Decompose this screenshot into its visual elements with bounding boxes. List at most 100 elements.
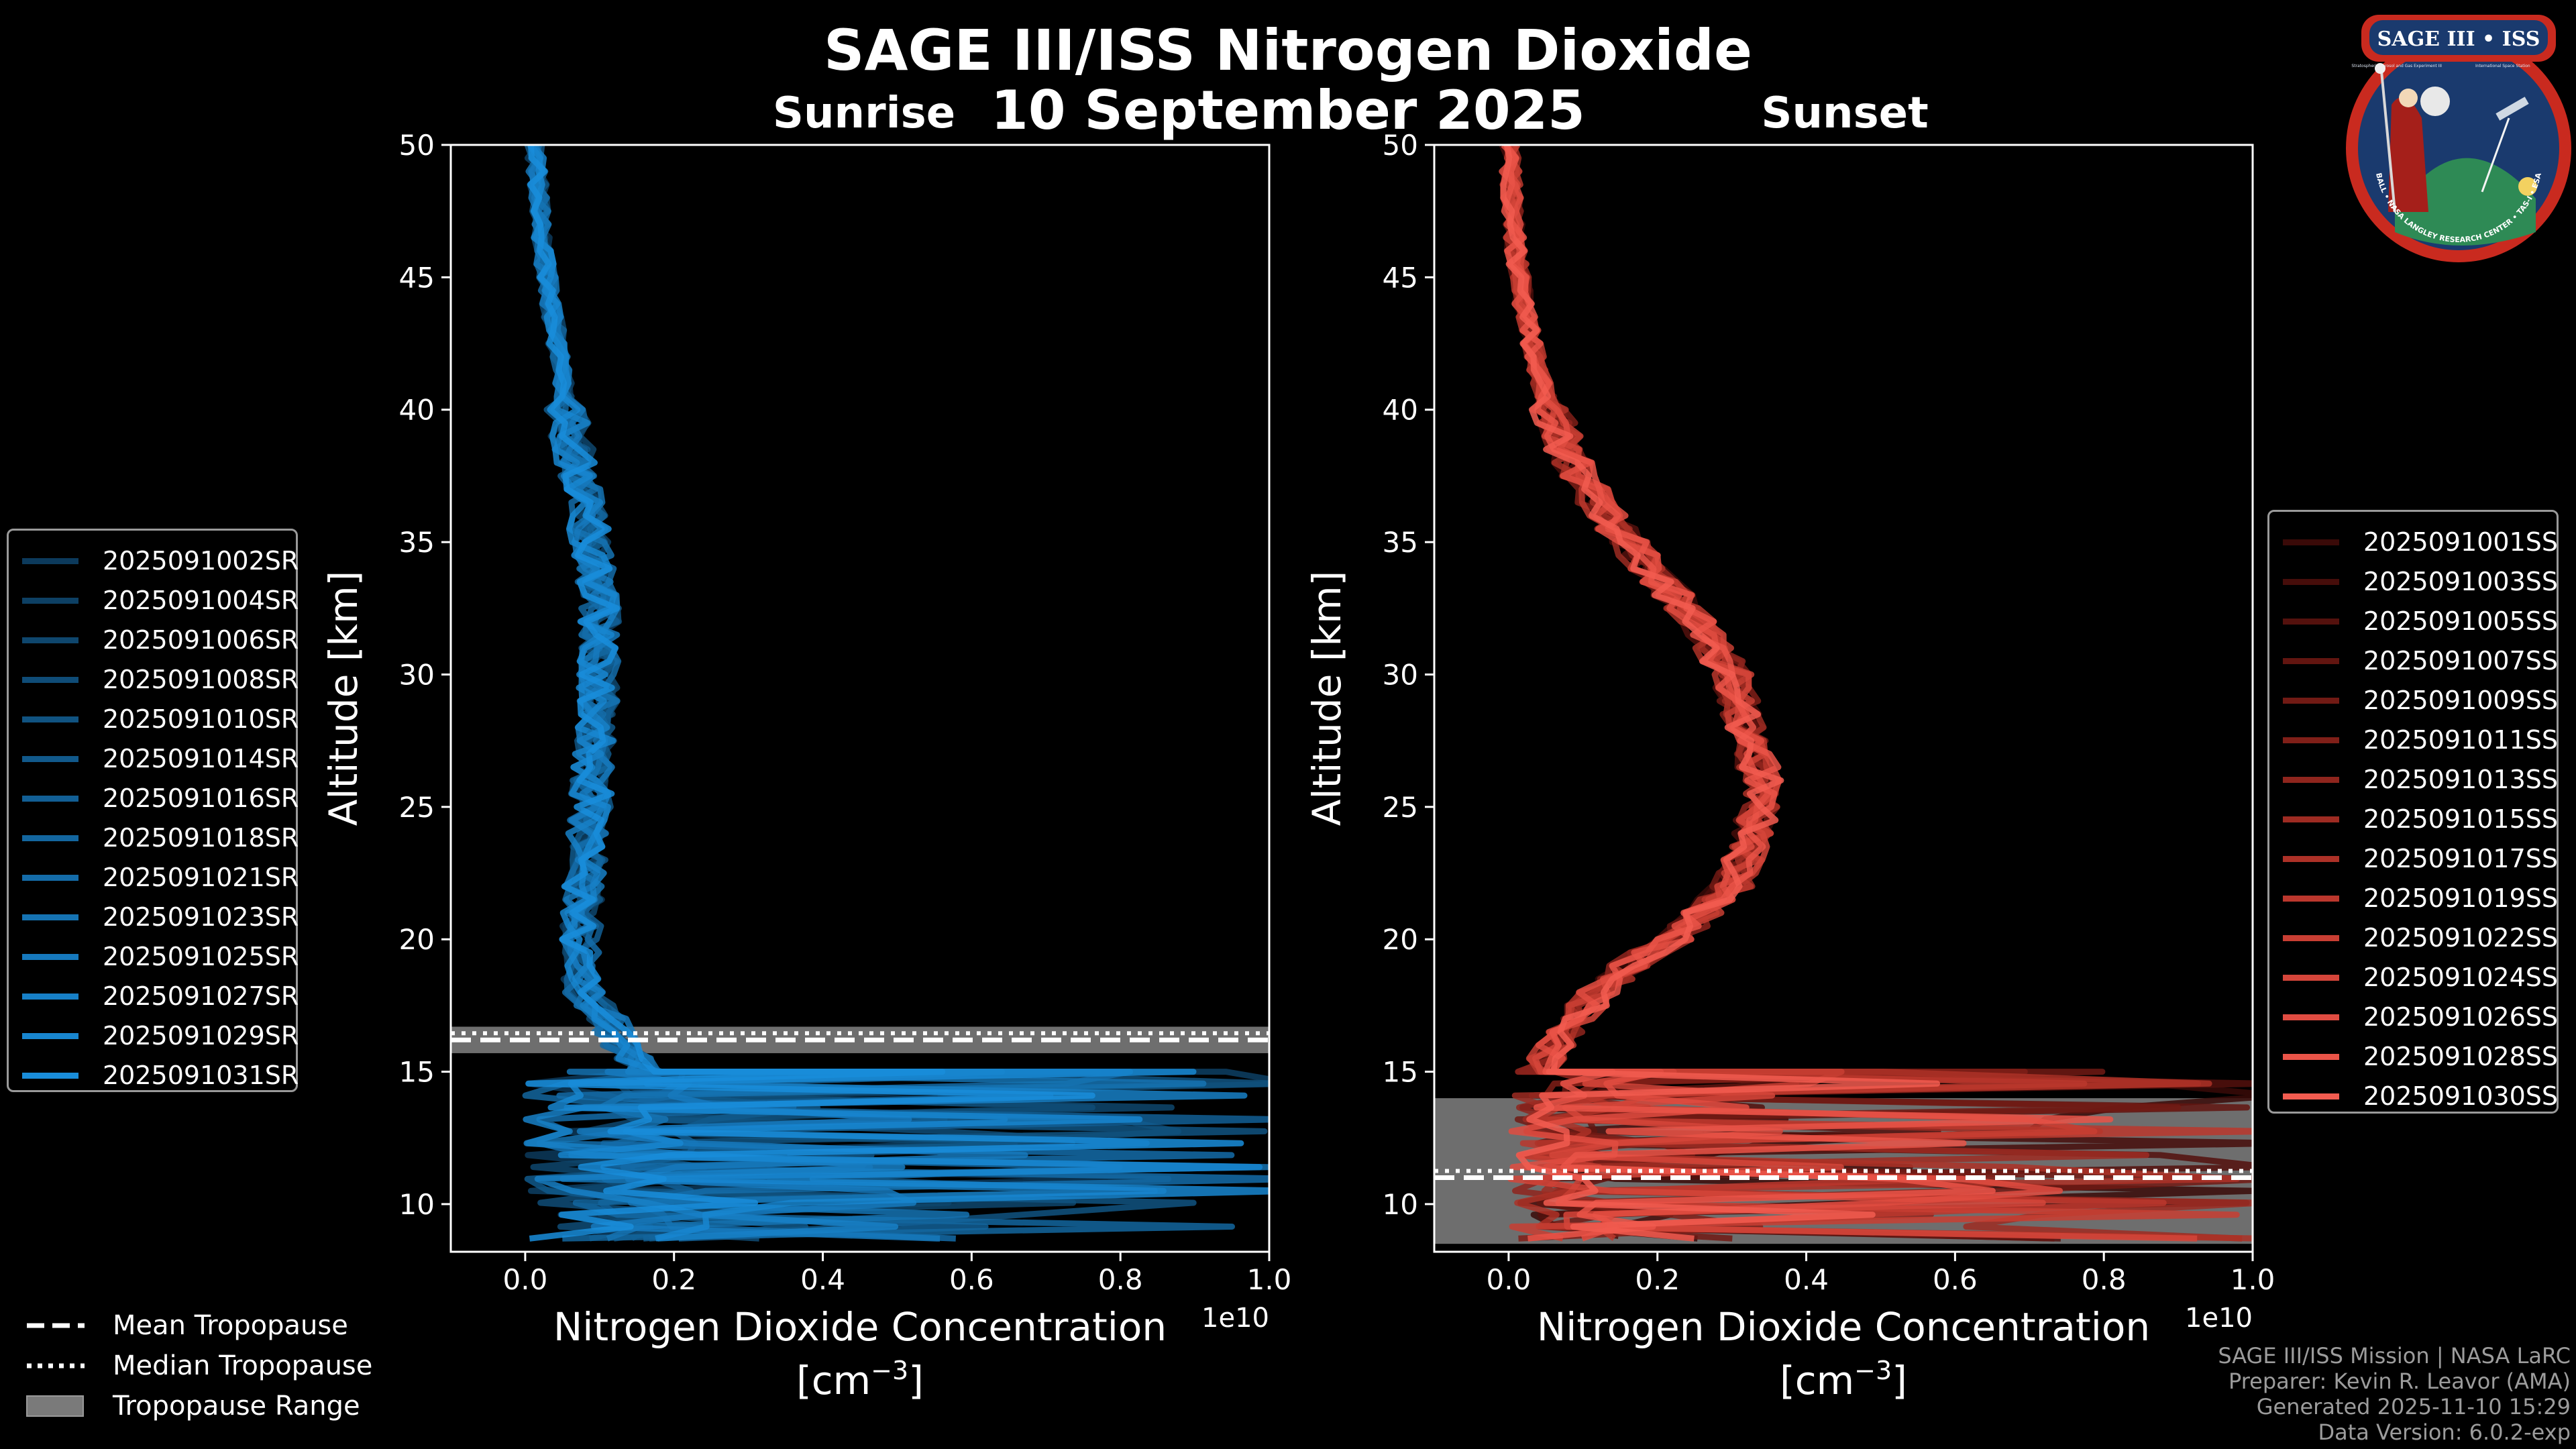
sunrise-legend-label: 2025091031SR xyxy=(103,1061,299,1090)
sunrise-xtick-label: 0.6 xyxy=(949,1263,994,1296)
trop-legend-range-label: Tropopause Range xyxy=(113,1391,360,1421)
sunset-legend-item: 2025091001SS xyxy=(2269,523,2558,561)
sunrise-xtick-label: 0.8 xyxy=(1098,1263,1143,1296)
sunrise-legend-swatch xyxy=(22,557,78,564)
sunset-legend-item: 2025091017SS xyxy=(2269,839,2558,878)
trop-legend-mean: Mean Tropopause xyxy=(13,1305,372,1346)
sunrise-ytick-label: 25 xyxy=(399,791,435,824)
sunrise-legend-label: 2025091018SR xyxy=(103,823,299,853)
sunset-xtick-label: 1.0 xyxy=(2231,1263,2275,1296)
sunset-ytick-label: 40 xyxy=(1383,394,1418,427)
sunset-legend-item: 2025091022SS xyxy=(2269,918,2558,957)
sunrise-xtick-label: 0.2 xyxy=(651,1263,696,1296)
sunrise-panel-title: Sunrise xyxy=(772,89,956,138)
credits-mission: SAGE III/ISS Mission | NASA LaRC xyxy=(2218,1343,2571,1368)
logo-title: SAGE III • ISS xyxy=(2377,28,2540,51)
sunset-legend-swatch xyxy=(2283,539,2339,545)
sunrise-legend-label: 2025091023SR xyxy=(103,902,299,932)
sunrise-legend-label: 2025091016SR xyxy=(103,784,299,813)
sunrise-legend-swatch xyxy=(22,716,78,722)
sunset-xtick-label: 0.0 xyxy=(1487,1263,1532,1296)
sunrise-ytick-label: 30 xyxy=(399,658,435,691)
logo-earth xyxy=(2395,158,2536,246)
sunrise-legend-label: 2025091006SR xyxy=(103,625,299,655)
sunrise-legend: 2025091002SR 2025091004SR 2025091006SR 2025… xyxy=(7,529,299,1092)
sunrise-legend-item: 2025091010SR xyxy=(9,700,299,739)
sunset-legend-label: 2025091017SS xyxy=(2363,844,2559,873)
sunset-ytick-label: 35 xyxy=(1383,526,1418,559)
sunset-legend-item: 2025091005SS xyxy=(2269,602,2558,641)
sunrise-legend-item: 2025091025SR xyxy=(9,937,299,976)
sunset-x-offset: 1e10 xyxy=(2185,1303,2253,1334)
sunrise-ytick-label: 35 xyxy=(399,526,435,559)
sunrise-x-offset: 1e10 xyxy=(1201,1303,1269,1334)
sunset-ytick-label: 10 xyxy=(1383,1188,1418,1221)
sunset-xtick-label: 0.4 xyxy=(1784,1263,1829,1296)
sunset-xtick-label: 0.8 xyxy=(2082,1263,2127,1296)
logo-sub-left: Stratospheric Aerosol and Gas Experiment… xyxy=(2351,64,2442,68)
sunrise-legend-label: 2025091008SR xyxy=(103,665,299,694)
sunrise-legend-item: 2025091018SR xyxy=(9,818,299,857)
sunrise-legend-item: 2025091006SR xyxy=(9,621,299,659)
sunrise-xtick-label: 0.0 xyxy=(503,1263,548,1296)
sunrise-xtick-label: 0.4 xyxy=(800,1263,845,1296)
sunset-legend-label: 2025091026SS xyxy=(2363,1002,2559,1032)
sunset-panel-title: Sunset xyxy=(1761,89,1929,138)
sunrise-legend-item: 2025091014SR xyxy=(9,739,299,778)
tropopause-legend: Mean Tropopause Median Tropopause Tropop… xyxy=(13,1305,372,1426)
sunset-xtick-label: 0.2 xyxy=(1635,1263,1680,1296)
sunset-legend-swatch xyxy=(2283,816,2339,822)
sunset-legend-label: 2025091030SS xyxy=(2363,1081,2559,1111)
trop-legend-range: Tropopause Range xyxy=(13,1386,372,1426)
sunset-legend-swatch xyxy=(2283,618,2339,625)
sunset-legend-item: 2025091003SS xyxy=(2269,562,2558,601)
sunset-legend: 2025091001SS 2025091003SS 2025091005SS 2025… xyxy=(2267,510,2559,1114)
sunset-legend-label: 2025091019SS xyxy=(2363,883,2559,913)
figure-title: SAGE III/ISS Nitrogen Dioxide xyxy=(823,17,1753,83)
sunrise-ytick-label: 20 xyxy=(399,923,435,956)
sunset-legend-item: 2025091013SS xyxy=(2269,760,2558,799)
sunset-legend-item: 2025091024SS xyxy=(2269,958,2558,997)
sunrise-legend-label: 2025091027SR xyxy=(103,981,299,1011)
sunrise-legend-swatch xyxy=(22,874,78,881)
sunset-xlabel-unit: [cm−3] xyxy=(1780,1356,1907,1403)
sunset-legend-item: 2025091030SS xyxy=(2269,1077,2558,1116)
sunset-legend-swatch xyxy=(2283,657,2339,664)
sunrise-ytick-label: 40 xyxy=(399,394,435,427)
sunset-legend-item: 2025091009SS xyxy=(2269,681,2558,720)
sunrise-legend-swatch xyxy=(22,795,78,802)
sunset-legend-item: 2025091015SS xyxy=(2269,800,2558,839)
sunset-legend-label: 2025091022SS xyxy=(2363,923,2559,953)
sunset-legend-label: 2025091015SS xyxy=(2363,804,2559,834)
credits-generated: Generated 2025-11-10 15:29 xyxy=(2256,1394,2571,1419)
sunrise-legend-swatch xyxy=(22,637,78,643)
credits-version: Data Version: 6.0.2-exp xyxy=(2318,1419,2571,1445)
sunrise-legend-item: 2025091016SR xyxy=(9,779,299,818)
sunset-series-line xyxy=(1500,145,1941,1242)
sunrise-series-line xyxy=(525,145,1244,1242)
sunrise-legend-swatch xyxy=(22,953,78,960)
sunset-legend-label: 2025091005SS xyxy=(2363,606,2559,636)
sunrise-ytick-label: 50 xyxy=(399,129,435,162)
sunrise-legend-swatch xyxy=(22,1032,78,1039)
sunrise-legend-label: 2025091002SR xyxy=(103,546,299,576)
sunset-legend-label: 2025091007SS xyxy=(2363,646,2559,676)
sunset-legend-swatch xyxy=(2283,855,2339,862)
sunset-legend-item: 2025091028SS xyxy=(2269,1037,2558,1076)
sunset-ytick-label: 20 xyxy=(1383,923,1418,956)
sunset-legend-swatch xyxy=(2283,697,2339,704)
trop-legend-median-label: Median Tropopause xyxy=(113,1350,373,1381)
sunset-legend-label: 2025091009SS xyxy=(2363,686,2559,715)
sunset-legend-label: 2025091013SS xyxy=(2363,765,2559,794)
sunset-legend-item: 2025091026SS xyxy=(2269,998,2558,1036)
sunset-ytick-label: 30 xyxy=(1383,658,1418,691)
sunrise-legend-swatch xyxy=(22,755,78,762)
sunrise-legend-item: 2025091004SR xyxy=(9,581,299,620)
sunset-plot-area xyxy=(1434,145,2253,1244)
sunrise-legend-item: 2025091002SR xyxy=(9,541,299,580)
sage-logo: SAGE III • ISS Stratospheric Aerosol and… xyxy=(2346,15,2571,262)
sunrise-legend-swatch xyxy=(22,1072,78,1079)
sunrise-legend-item: 2025091021SR xyxy=(9,858,299,897)
sunset-legend-label: 2025091011SS xyxy=(2363,725,2559,755)
